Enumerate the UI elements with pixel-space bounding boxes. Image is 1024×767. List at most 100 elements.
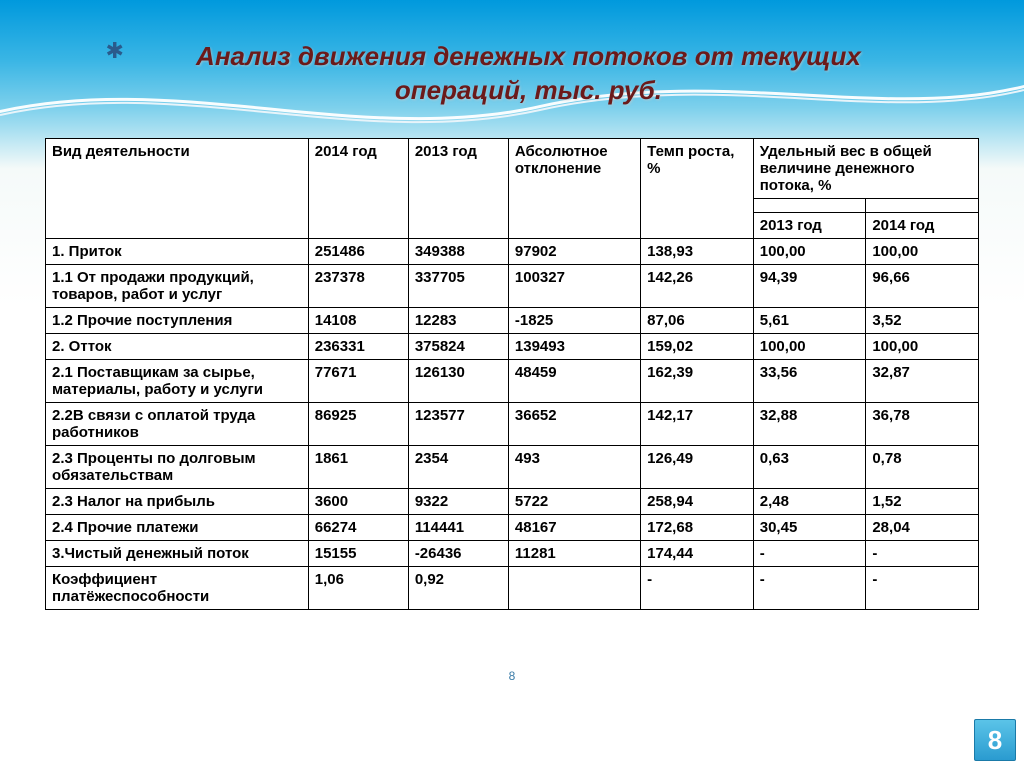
table-cell: 251486 bbox=[308, 238, 408, 264]
table-row: 2.3 Налог на прибыль360093225722258,942,… bbox=[46, 488, 979, 514]
table-cell: - bbox=[866, 566, 979, 609]
page-number-badge: 8 bbox=[974, 719, 1016, 761]
table-cell: 172,68 bbox=[641, 514, 754, 540]
table-cell: 100327 bbox=[508, 264, 640, 307]
table-cell: 15155 bbox=[308, 540, 408, 566]
table-cell: 237378 bbox=[308, 264, 408, 307]
table-cell: 174,44 bbox=[641, 540, 754, 566]
table-cell: 3600 bbox=[308, 488, 408, 514]
table-cell: 77671 bbox=[308, 359, 408, 402]
table-cell: 1.2 Прочие поступления bbox=[46, 307, 309, 333]
title-container: ✱ Анализ движения денежных потоков от те… bbox=[45, 40, 979, 108]
table-cell: 2354 bbox=[408, 445, 508, 488]
table-cell: 2,48 bbox=[753, 488, 866, 514]
table-cell: 258,94 bbox=[641, 488, 754, 514]
table-cell: 123577 bbox=[408, 402, 508, 445]
table-cell: 14108 bbox=[308, 307, 408, 333]
table-cell: 86925 bbox=[308, 402, 408, 445]
table-cell: 375824 bbox=[408, 333, 508, 359]
page-number-small: 8 bbox=[509, 669, 516, 683]
table-cell: 236331 bbox=[308, 333, 408, 359]
table-cell: 28,04 bbox=[866, 514, 979, 540]
table-cell: 2.4 Прочие платежи bbox=[46, 514, 309, 540]
table-cell: - bbox=[753, 540, 866, 566]
table-row: 1. Приток25148634938897902138,93100,0010… bbox=[46, 238, 979, 264]
slide-title: Анализ движения денежных потоков от теку… bbox=[138, 40, 918, 108]
table-cell bbox=[508, 566, 640, 609]
th-growth: Темп роста, % bbox=[641, 138, 754, 238]
bullet-icon: ✱ bbox=[106, 38, 124, 63]
th-abs-dev: Абсолютное отклонение bbox=[508, 138, 640, 238]
table-cell: 96,66 bbox=[866, 264, 979, 307]
table-cell: 114441 bbox=[408, 514, 508, 540]
table-cell: 493 bbox=[508, 445, 640, 488]
table-row: 2. Отток236331375824139493159,02100,0010… bbox=[46, 333, 979, 359]
table-cell: Коэффициент платёжеспособности bbox=[46, 566, 309, 609]
th-activity: Вид деятельности bbox=[46, 138, 309, 238]
table-cell: 2.3 Налог на прибыль bbox=[46, 488, 309, 514]
table-row: 2.1 Поставщикам за сырье, материалы, раб… bbox=[46, 359, 979, 402]
spacer-cell bbox=[866, 198, 979, 212]
table-cell: 36652 bbox=[508, 402, 640, 445]
table-cell: - bbox=[866, 540, 979, 566]
table-cell: 138,93 bbox=[641, 238, 754, 264]
table-cell: 126,49 bbox=[641, 445, 754, 488]
table-cell: 87,06 bbox=[641, 307, 754, 333]
table-cell: 94,39 bbox=[753, 264, 866, 307]
table-cell: 0,78 bbox=[866, 445, 979, 488]
table-cell: 2. Отток bbox=[46, 333, 309, 359]
table-body: 1. Приток25148634938897902138,93100,0010… bbox=[46, 238, 979, 609]
table-cell: 3,52 bbox=[866, 307, 979, 333]
table-cell: 142,26 bbox=[641, 264, 754, 307]
table-cell: 5722 bbox=[508, 488, 640, 514]
table-cell: 33,56 bbox=[753, 359, 866, 402]
table-cell: 2.1 Поставщикам за сырье, материалы, раб… bbox=[46, 359, 309, 402]
spacer-cell bbox=[753, 198, 866, 212]
header-row-1: Вид деятельности 2014 год 2013 год Абсол… bbox=[46, 138, 979, 198]
th-w2013: 2013 год bbox=[753, 212, 866, 238]
table-cell: 48167 bbox=[508, 514, 640, 540]
table-cell: 337705 bbox=[408, 264, 508, 307]
table-row: 1.2 Прочие поступления1410812283-182587,… bbox=[46, 307, 979, 333]
table-cell: 100,00 bbox=[866, 238, 979, 264]
th-2013: 2013 год bbox=[408, 138, 508, 238]
table-cell: 126130 bbox=[408, 359, 508, 402]
table-cell: 11281 bbox=[508, 540, 640, 566]
table-cell: -26436 bbox=[408, 540, 508, 566]
table-cell: 2.2В связи с оплатой труда работников bbox=[46, 402, 309, 445]
table-row: 2.2В связи с оплатой труда работников869… bbox=[46, 402, 979, 445]
table-cell: 9322 bbox=[408, 488, 508, 514]
table-cell: 349388 bbox=[408, 238, 508, 264]
table-cell: 36,78 bbox=[866, 402, 979, 445]
table-row: 2.4 Прочие платежи6627411444148167172,68… bbox=[46, 514, 979, 540]
table-cell: 3.Чистый денежный поток bbox=[46, 540, 309, 566]
table-cell: 0,63 bbox=[753, 445, 866, 488]
table-cell: 142,17 bbox=[641, 402, 754, 445]
table-cell: 48459 bbox=[508, 359, 640, 402]
table-cell: 0,92 bbox=[408, 566, 508, 609]
table-cell: 162,39 bbox=[641, 359, 754, 402]
table-row: 2.3 Проценты по долговым обязательствам1… bbox=[46, 445, 979, 488]
table-cell: 1,06 bbox=[308, 566, 408, 609]
table-cell: 159,02 bbox=[641, 333, 754, 359]
table-row: 1.1 От продажи продукций, товаров, работ… bbox=[46, 264, 979, 307]
table-cell: 2.3 Проценты по долговым обязательствам bbox=[46, 445, 309, 488]
table-cell: 139493 bbox=[508, 333, 640, 359]
th-weight: Удельный вес в общей величине денежного … bbox=[753, 138, 978, 198]
table-cell: 100,00 bbox=[866, 333, 979, 359]
table-cell: 97902 bbox=[508, 238, 640, 264]
table-cell: 12283 bbox=[408, 307, 508, 333]
th-w2014: 2014 год bbox=[866, 212, 979, 238]
table-cell: -1825 bbox=[508, 307, 640, 333]
table-cell: 1,52 bbox=[866, 488, 979, 514]
table-cell: - bbox=[641, 566, 754, 609]
table-cell: 32,87 bbox=[866, 359, 979, 402]
table-cell: 30,45 bbox=[753, 514, 866, 540]
table-cell: 32,88 bbox=[753, 402, 866, 445]
slide: ✱ Анализ движения денежных потоков от те… bbox=[0, 0, 1024, 767]
table-cell: - bbox=[753, 566, 866, 609]
cashflow-table: Вид деятельности 2014 год 2013 год Абсол… bbox=[45, 138, 979, 610]
table-cell: 1861 bbox=[308, 445, 408, 488]
table-cell: 5,61 bbox=[753, 307, 866, 333]
table-cell: 66274 bbox=[308, 514, 408, 540]
